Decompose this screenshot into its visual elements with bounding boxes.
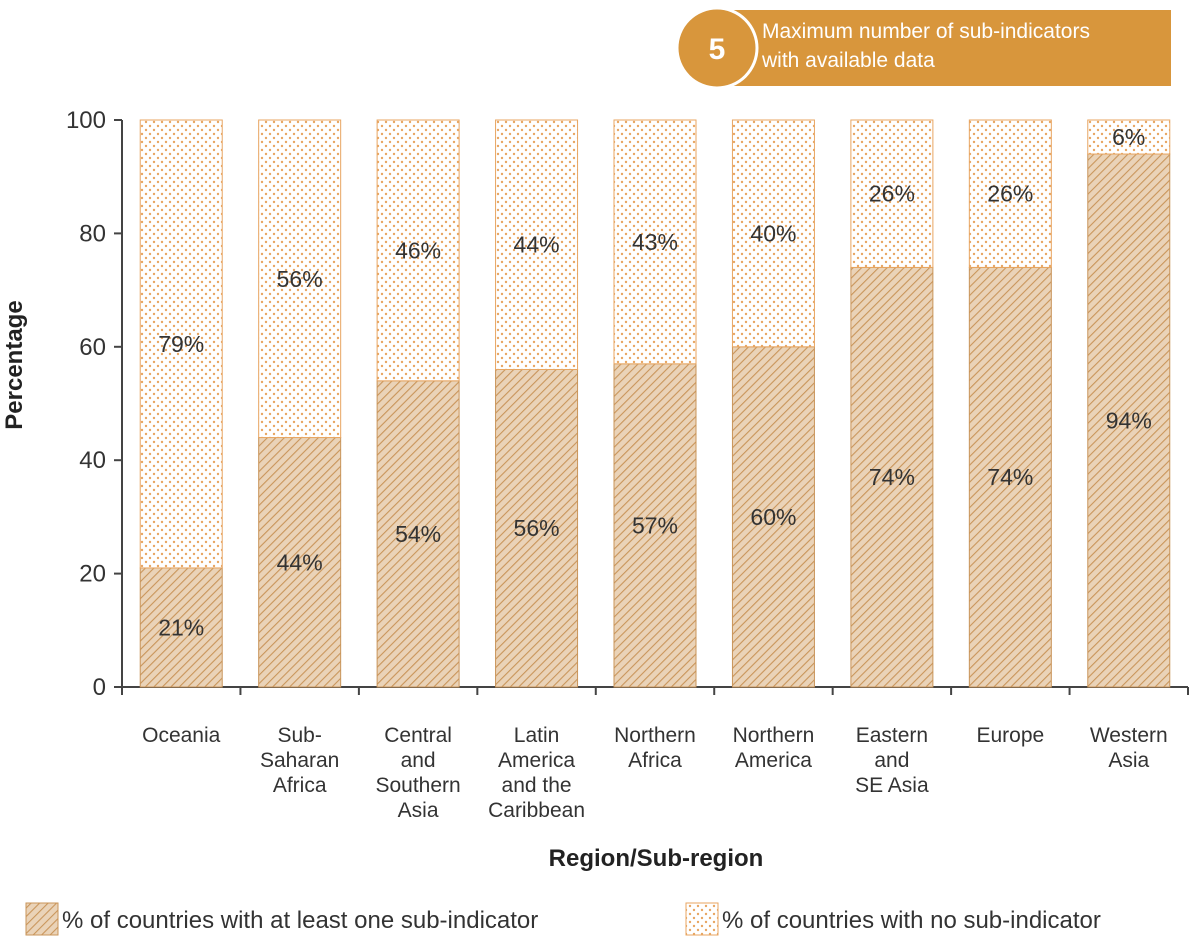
- x-category-label-line: America: [735, 749, 812, 772]
- banner-number: 5: [709, 33, 726, 66]
- bar-segment-at-least-one: [968, 266, 1052, 688]
- bar-segment-at-least-one: [1087, 153, 1171, 688]
- x-category-label-line: Asia: [1108, 749, 1149, 772]
- x-category-label-line: Southern: [375, 774, 460, 797]
- x-category-label-line: and: [401, 749, 436, 772]
- x-category-label-line: SE Asia: [855, 774, 929, 797]
- x-category-label: Sub-Saharan Africa: [260, 724, 339, 797]
- bar-segment-none: [613, 119, 697, 365]
- plot-area: 0 20 40 60 80 100 21% 79% Oceania 44% 56% Sub-Sahar…: [66, 107, 1189, 822]
- banner-line-1: Maximum number of sub-indicators: [762, 20, 1090, 43]
- data-label-none: 6%: [1112, 124, 1145, 150]
- bar-segment-none: [495, 119, 579, 370]
- data-label-none: 79%: [158, 331, 204, 357]
- legend-swatch-dots: [685, 902, 719, 936]
- banner-background: [718, 10, 1171, 86]
- legend-swatch-hatch: [25, 902, 59, 936]
- bar-segment-none: [376, 119, 460, 382]
- legend-label-none: % of countries with no sub-indicator: [722, 907, 1101, 934]
- banner: 5 Maximum number of sub-indicators with …: [675, 6, 1171, 90]
- x-category-label: Northern Africa: [614, 724, 696, 772]
- x-category-label: Central and Southern Asia: [375, 724, 460, 822]
- x-axis-title: Region/Sub-region: [549, 845, 764, 872]
- bar-segment-none: [731, 119, 815, 348]
- data-label-none: 43%: [632, 229, 678, 255]
- bar-segment-none: [850, 119, 934, 268]
- data-label-none: 44%: [514, 232, 560, 258]
- data-label-none: 40%: [750, 220, 796, 246]
- x-category-label-line: Northern: [614, 724, 696, 747]
- bar-segment-at-least-one: [258, 437, 342, 688]
- x-category-label-line: Europe: [976, 724, 1044, 747]
- y-tick-label: 20: [79, 561, 106, 588]
- x-category-label-line: Latin: [514, 724, 560, 747]
- data-label-at-least-one: 74%: [869, 464, 915, 490]
- x-category-label-line: and the: [502, 774, 572, 797]
- data-label-at-least-one: 74%: [987, 464, 1033, 490]
- x-category-label-line: Eastern: [856, 724, 928, 747]
- bar-segment-at-least-one: [376, 380, 460, 688]
- x-category-label-line: Asia: [398, 799, 439, 822]
- x-category-label-line: Western: [1090, 724, 1168, 747]
- y-tick-label: 40: [79, 447, 106, 474]
- x-category-label-line: Saharan: [260, 749, 339, 772]
- x-category-label: Oceania: [142, 724, 221, 747]
- bar-segment-at-least-one: [850, 266, 934, 688]
- banner-line-2: with available data: [761, 49, 935, 72]
- x-category-label: Latin America and the Caribbean: [488, 724, 585, 822]
- data-label-none: 26%: [869, 181, 915, 207]
- bar-segment-none: [968, 119, 1052, 268]
- x-category-label: Northern America: [733, 724, 815, 772]
- x-category-label-line: Africa: [628, 749, 682, 772]
- bar-segment-at-least-one: [139, 567, 223, 688]
- bar-segment-none: [258, 119, 342, 439]
- x-category-label-line: Caribbean: [488, 799, 585, 822]
- x-category-label-line: Northern: [733, 724, 815, 747]
- x-category-label-line: Oceania: [142, 724, 221, 747]
- bar-segment-at-least-one: [613, 363, 697, 688]
- data-label-none: 56%: [277, 266, 323, 292]
- bar-segment-none: [1087, 119, 1171, 155]
- legend-label-at-least-one: % of countries with at least one sub-ind…: [62, 907, 538, 934]
- legend: % of countries with at least one sub-ind…: [25, 902, 1101, 936]
- data-label-at-least-one: 56%: [514, 515, 560, 541]
- data-label-none: 46%: [395, 237, 441, 263]
- data-label-at-least-one: 57%: [632, 512, 678, 538]
- x-category-label-line: and: [874, 749, 909, 772]
- data-label-at-least-one: 60%: [750, 504, 796, 530]
- x-category-label: Europe: [976, 724, 1044, 747]
- y-tick-label: 80: [79, 220, 106, 247]
- bar-segment-at-least-one: [731, 346, 815, 688]
- x-category-label: Western Asia: [1090, 724, 1168, 772]
- y-axis-title: Percentage: [1, 300, 28, 429]
- y-tick-label: 100: [66, 107, 106, 134]
- x-category-label-line: America: [498, 749, 575, 772]
- x-category-label-line: Sub-: [277, 724, 321, 747]
- y-tick-label: 0: [93, 674, 106, 701]
- x-category-label-line: Central: [384, 724, 452, 747]
- x-category-label: Eastern and SE Asia: [855, 724, 929, 797]
- bar-segment-at-least-one: [495, 368, 579, 688]
- data-label-at-least-one: 94%: [1106, 408, 1152, 434]
- data-label-at-least-one: 21%: [158, 614, 204, 640]
- data-label-at-least-one: 44%: [277, 549, 323, 575]
- data-label-none: 26%: [987, 181, 1033, 207]
- data-label-at-least-one: 54%: [395, 521, 441, 547]
- x-category-label-line: Africa: [273, 774, 327, 797]
- y-tick-label: 60: [79, 334, 106, 361]
- banner-badge: [675, 6, 759, 90]
- bar-segment-none: [139, 119, 223, 569]
